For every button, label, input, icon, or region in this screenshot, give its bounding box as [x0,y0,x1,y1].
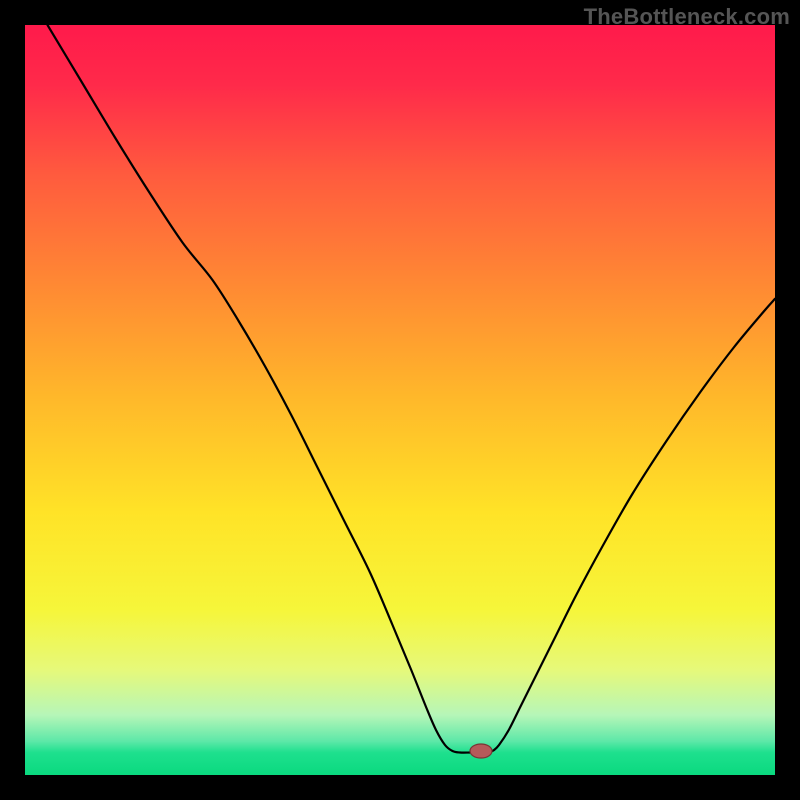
optimal-point-marker [470,744,492,758]
chart-background [25,25,775,775]
chart-frame: TheBottleneck.com [0,0,800,800]
bottleneck-chart [25,25,775,775]
